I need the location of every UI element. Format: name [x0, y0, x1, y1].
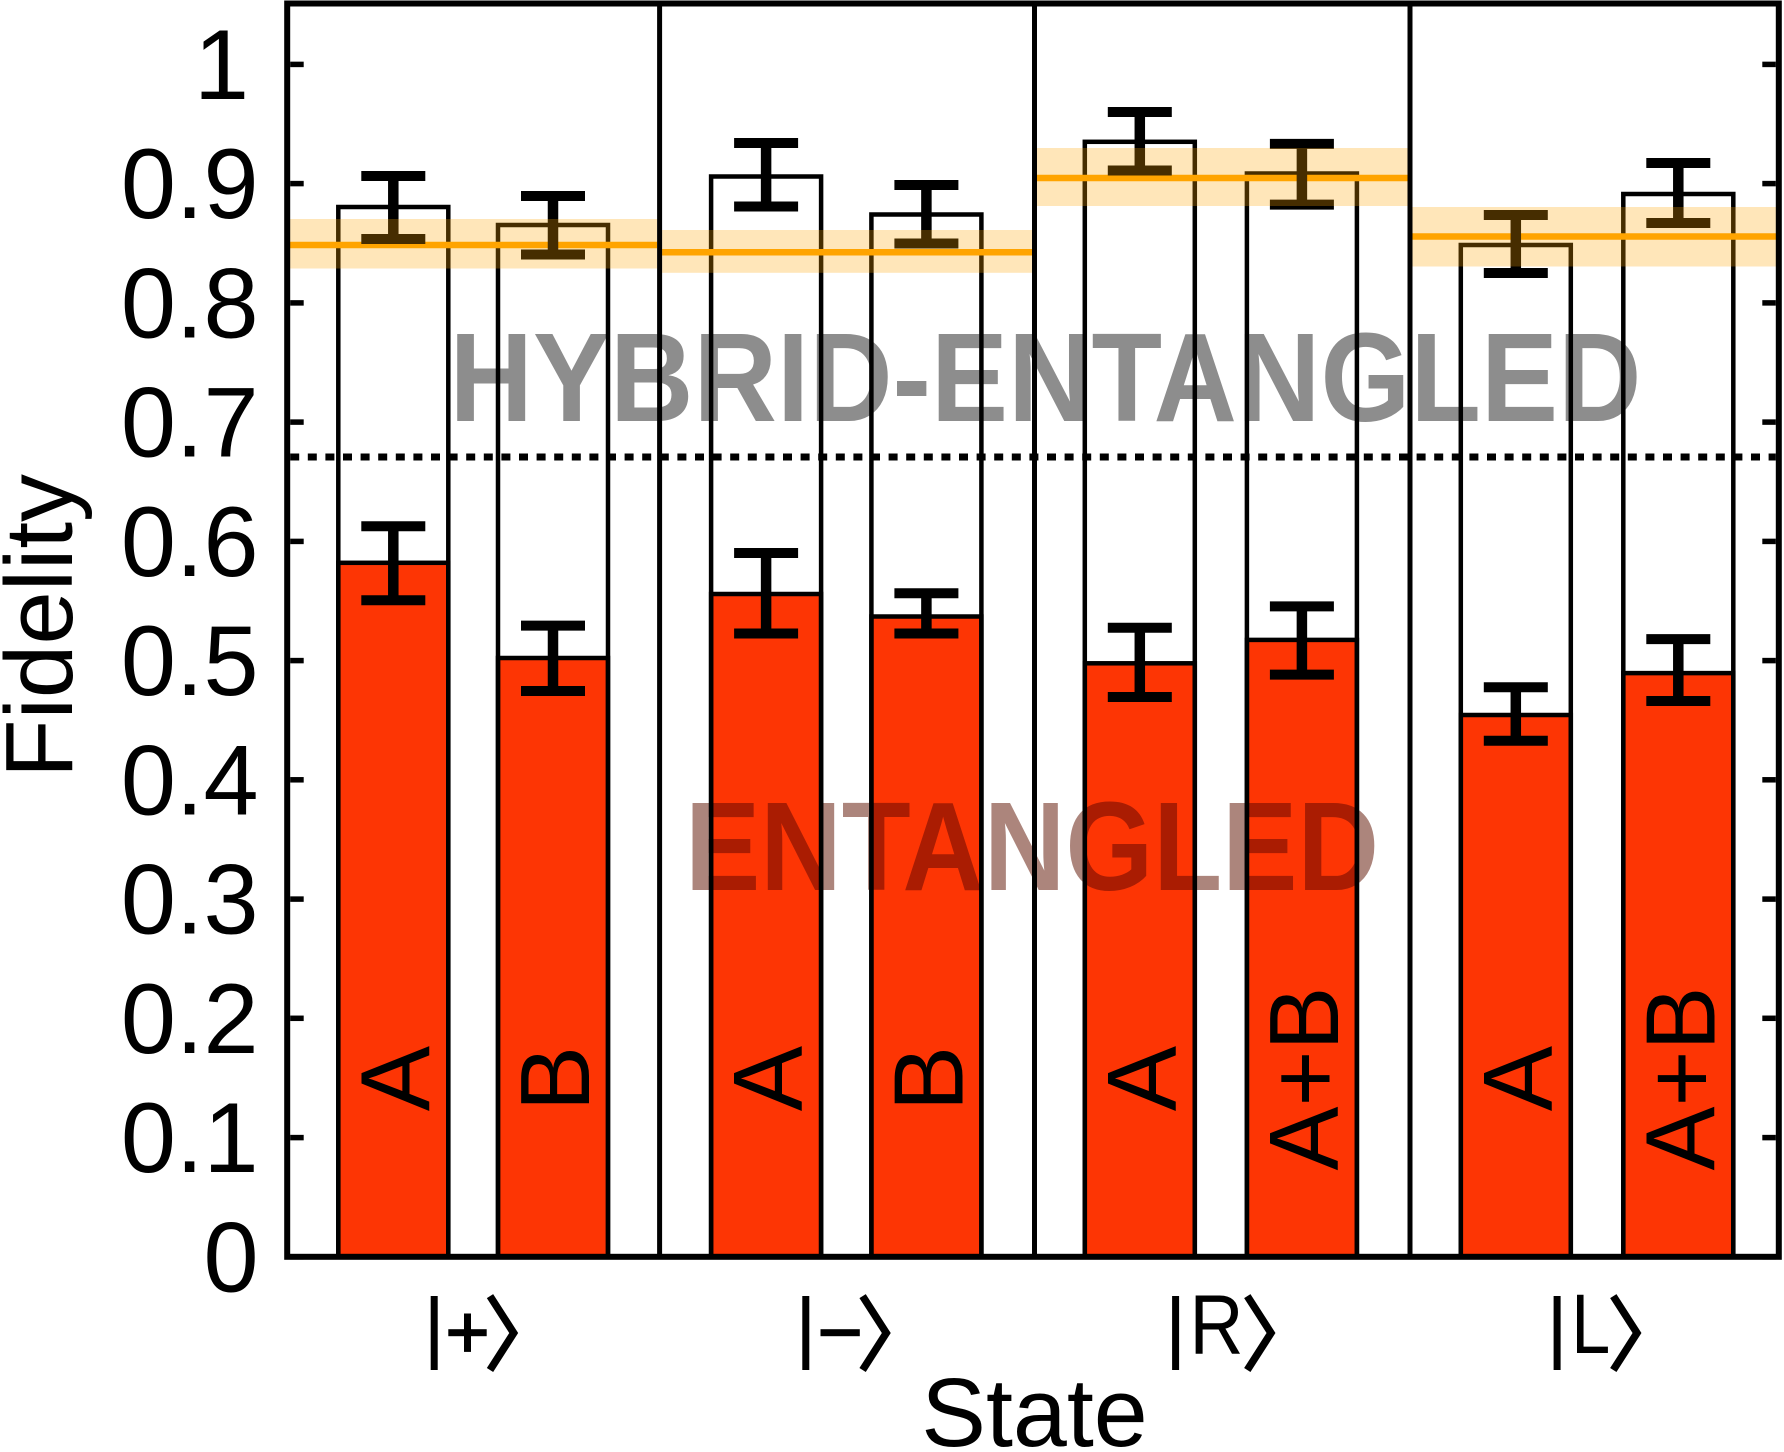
svg-text:0.5: 0.5 — [121, 605, 259, 716]
svg-text:0.4: 0.4 — [121, 724, 259, 835]
svg-text:1: 1 — [194, 9, 249, 120]
svg-text:0.6: 0.6 — [121, 486, 259, 597]
svg-text:A: A — [1087, 1045, 1197, 1111]
svg-text:L: L — [1571, 1277, 1610, 1371]
svg-text:0.2: 0.2 — [121, 963, 259, 1074]
svg-text:A+B: A+B — [1249, 987, 1359, 1171]
svg-text:HYBRID-ENTANGLED: HYBRID-ENTANGLED — [450, 307, 1642, 448]
svg-text:A: A — [713, 1045, 823, 1111]
svg-text:A: A — [340, 1045, 450, 1111]
svg-text:0.3: 0.3 — [121, 844, 259, 955]
svg-text:A+B: A+B — [1625, 987, 1735, 1171]
svg-text:0: 0 — [203, 1201, 258, 1312]
svg-text:State: State — [921, 1358, 1148, 1452]
svg-text:A: A — [1463, 1045, 1573, 1111]
svg-text:0.7: 0.7 — [121, 367, 259, 478]
svg-text:B: B — [873, 1046, 983, 1111]
svg-text:B: B — [500, 1046, 610, 1111]
svg-text:0.8: 0.8 — [121, 247, 259, 358]
svg-text:Fidelity: Fidelity — [0, 474, 93, 778]
svg-text:R: R — [1190, 1278, 1244, 1372]
svg-text:0.9: 0.9 — [121, 128, 259, 239]
svg-text:0.1: 0.1 — [121, 1082, 259, 1193]
